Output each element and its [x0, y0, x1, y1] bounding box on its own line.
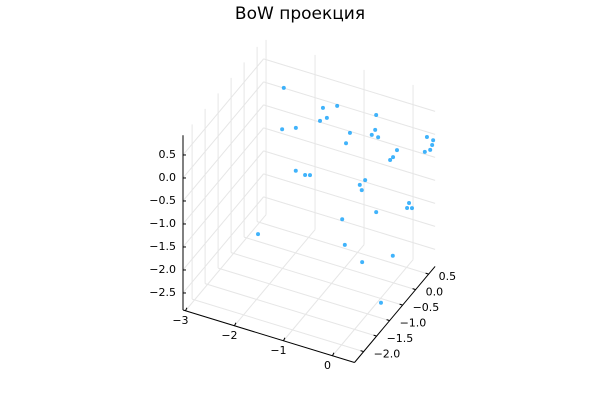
point [320, 105, 325, 110]
point [369, 132, 374, 137]
grid-line [182, 58, 264, 156]
grid-line [182, 81, 264, 179]
point [357, 182, 362, 187]
point [378, 300, 383, 305]
y-tick-label: 0.0 [426, 286, 444, 299]
grid-line [332, 259, 414, 357]
point [431, 138, 436, 143]
point [340, 217, 345, 222]
y-axis [354, 266, 436, 363]
x-tick [283, 337, 286, 341]
z-tick-label: −2.0 [149, 263, 176, 276]
z-tick-label: 0.5 [159, 148, 177, 161]
point [280, 127, 285, 132]
point [374, 210, 379, 215]
point [407, 201, 412, 206]
grid-line [263, 196, 436, 250]
x-tick-label: −3 [172, 314, 188, 327]
point [388, 157, 393, 162]
y-tick [412, 288, 416, 291]
point [293, 168, 298, 173]
grid-line [263, 150, 436, 204]
point [307, 173, 312, 178]
point [318, 118, 323, 123]
point [347, 130, 352, 135]
point [430, 142, 435, 147]
x-tick [185, 307, 188, 311]
grid-line [182, 127, 264, 225]
y-tick-label: 0.5 [439, 270, 457, 283]
z-tick-label: −2.5 [149, 286, 176, 299]
point [422, 149, 427, 154]
point [394, 148, 399, 153]
x-tick [332, 352, 335, 356]
y-tick [386, 319, 390, 322]
point [344, 141, 349, 146]
grid-line [182, 104, 264, 202]
grid-line [185, 214, 267, 312]
point [390, 253, 395, 258]
point [405, 205, 410, 210]
point [424, 135, 429, 140]
grid-line [243, 236, 416, 291]
grid-line [204, 283, 377, 337]
x-tick-label: −2 [221, 329, 237, 342]
z-tick-label: −0.5 [149, 194, 176, 207]
x-axis [182, 309, 355, 363]
point [359, 188, 364, 193]
x-tick-label: −1 [270, 344, 286, 357]
grid-line [263, 58, 436, 112]
point [303, 173, 308, 178]
y-tick-label: −1.0 [400, 317, 427, 330]
y-tick-label: −2.0 [374, 348, 401, 361]
point [281, 85, 286, 90]
point [376, 135, 381, 140]
point [374, 113, 379, 118]
z-tick-label: −1.5 [149, 240, 176, 253]
grid-line [182, 150, 264, 248]
grid-line [230, 252, 403, 306]
y-tick [425, 272, 429, 275]
grid-line [182, 196, 264, 294]
point [342, 242, 347, 247]
x-tick [234, 322, 237, 326]
point [363, 178, 368, 183]
chart-title: BoW проекция [235, 4, 365, 24]
y-tick [373, 334, 377, 337]
point [360, 260, 365, 265]
x-tick-label: 0 [324, 359, 331, 372]
y-tick-label: −0.5 [413, 301, 440, 314]
grid-line [256, 221, 429, 275]
grid-line [263, 81, 436, 135]
z-tick-label: −1.0 [149, 217, 176, 230]
point [373, 127, 378, 132]
grid-line [263, 173, 436, 227]
grid-line [234, 229, 316, 327]
point [391, 155, 396, 160]
point [324, 115, 329, 120]
grid-line [217, 267, 390, 322]
grid-line [191, 298, 364, 353]
y-tick [399, 303, 403, 306]
point [256, 232, 261, 237]
grid-line [182, 173, 264, 271]
y-tick-label: −1.5 [387, 332, 414, 345]
y-tick [360, 350, 364, 353]
grid-line [283, 244, 365, 342]
point [409, 206, 414, 211]
z-tick-label: 0.0 [159, 171, 177, 184]
point [293, 125, 298, 130]
point [335, 103, 340, 108]
point [428, 147, 433, 152]
grid-line [263, 127, 436, 181]
